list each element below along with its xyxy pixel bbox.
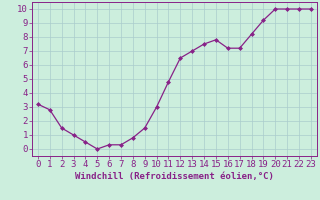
X-axis label: Windchill (Refroidissement éolien,°C): Windchill (Refroidissement éolien,°C) [75, 172, 274, 181]
